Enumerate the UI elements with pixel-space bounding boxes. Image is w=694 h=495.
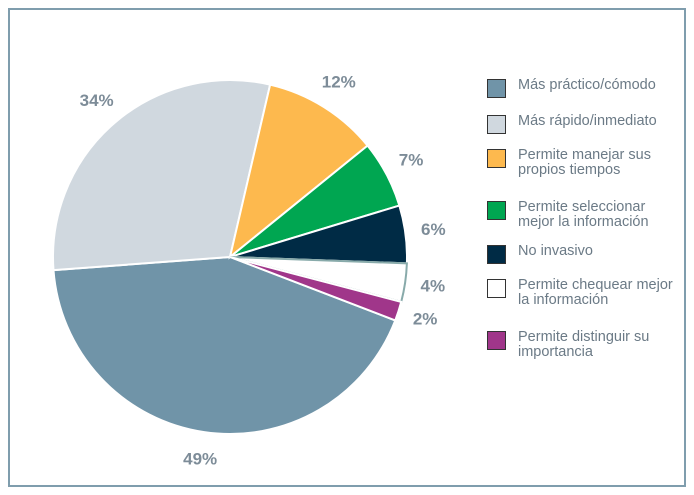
- legend-swatch: [487, 79, 506, 98]
- legend-swatch: [487, 201, 506, 220]
- slice: [52, 255, 397, 435]
- legend-swatch: [487, 149, 506, 168]
- frame: [8, 8, 686, 487]
- legend-swatch: [487, 115, 506, 134]
- legend-item: Permite manejar sus propios tiempos: [487, 148, 676, 178]
- legend-label: Más rápido/inmediato: [518, 113, 657, 129]
- slice: [229, 256, 403, 322]
- legend-label: Más práctico/cómodo: [518, 77, 656, 93]
- legend-item: Permite seleccionar mejor la información: [487, 200, 676, 230]
- value-label: 12%: [322, 73, 356, 92]
- slice: [228, 83, 369, 260]
- legend-item: Más rápido/inmediato: [487, 114, 676, 134]
- legend-label: Permite manejar sus propios tiempos: [518, 147, 651, 178]
- legend-item: No invasivo: [487, 244, 676, 264]
- legend-label: Permite distinguir su importancia: [518, 329, 650, 360]
- value-label: 2%: [413, 309, 438, 328]
- value-label: 6%: [421, 220, 446, 239]
- legend-label: No invasivo: [518, 243, 593, 259]
- legend-label: Permite chequear mejor la información: [518, 277, 673, 308]
- legend-swatch: [487, 331, 506, 350]
- legend-item: Permite distinguir su importancia: [487, 330, 676, 360]
- legend-swatch: [487, 279, 506, 298]
- value-label: 49%: [183, 449, 217, 468]
- legend-swatch: [487, 245, 506, 264]
- legend-item: Más práctico/cómodo: [487, 78, 676, 98]
- value-label: 7%: [399, 150, 424, 169]
- value-label: 34%: [80, 91, 114, 110]
- legend-label: Permite seleccionar mejor la información: [518, 199, 649, 230]
- value-label: 4%: [421, 276, 446, 295]
- slice: [52, 79, 272, 272]
- legend-item: Permite chequear mejor la información: [487, 278, 676, 308]
